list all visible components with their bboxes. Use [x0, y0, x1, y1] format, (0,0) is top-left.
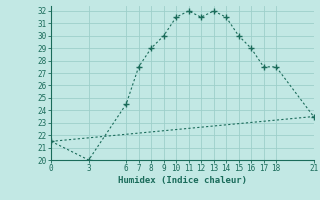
X-axis label: Humidex (Indice chaleur): Humidex (Indice chaleur) [118, 176, 247, 185]
